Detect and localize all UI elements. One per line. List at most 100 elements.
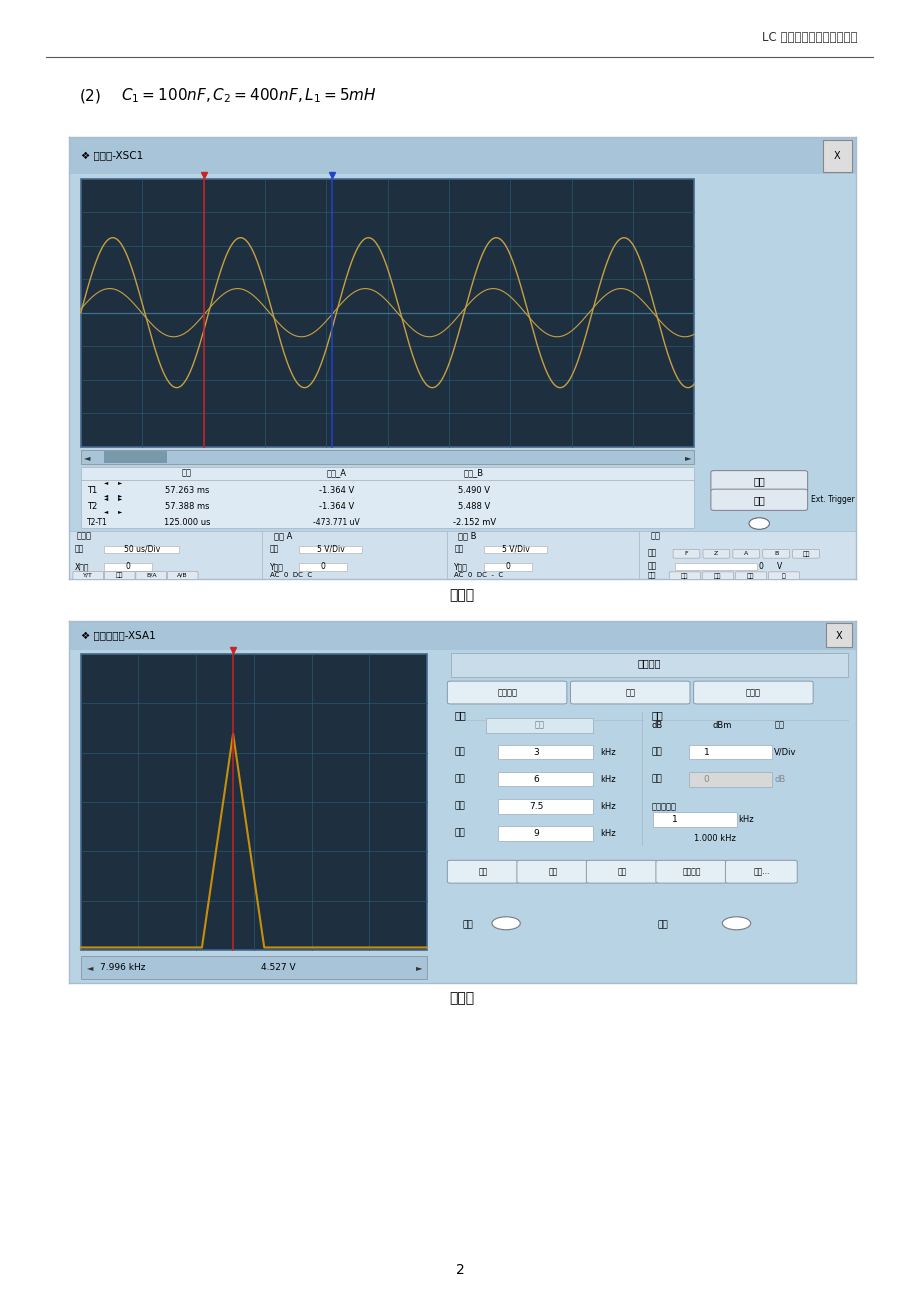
Text: dB: dB	[774, 775, 785, 784]
Text: -1.364 V: -1.364 V	[319, 486, 354, 495]
Bar	[450, 650, 846, 983]
Text: 反向: 反向	[617, 867, 626, 876]
Text: 125.000 us: 125.000 us	[164, 518, 210, 527]
Text: Y/T: Y/T	[84, 573, 93, 578]
Text: 5 V/Div: 5 V/Div	[502, 544, 529, 553]
Bar	[104, 546, 179, 553]
Text: 中间: 中间	[454, 801, 465, 810]
Text: ►: ►	[118, 493, 122, 497]
Bar	[300, 546, 362, 553]
Text: -473.771 uV: -473.771 uV	[312, 518, 359, 527]
Bar	[81, 466, 694, 529]
Text: T2: T2	[87, 501, 97, 510]
Text: 0: 0	[703, 775, 709, 784]
Text: 5 V/Div: 5 V/Div	[317, 544, 345, 553]
Text: 外部: 外部	[801, 551, 809, 556]
FancyBboxPatch shape	[570, 681, 689, 704]
Text: A/B: A/B	[177, 573, 187, 578]
Bar	[104, 452, 167, 464]
Text: 终止: 终止	[454, 828, 465, 837]
Text: ◄: ◄	[104, 509, 108, 514]
Text: 频率分辨率: 频率分辨率	[651, 802, 675, 811]
Text: 1.000 kHz: 1.000 kHz	[693, 835, 735, 844]
Text: 边沿: 边沿	[646, 548, 655, 557]
FancyBboxPatch shape	[693, 681, 812, 704]
Text: A: A	[743, 551, 747, 556]
FancyBboxPatch shape	[673, 549, 699, 559]
Text: 反向: 反向	[753, 477, 765, 486]
Text: ►: ►	[684, 453, 690, 462]
Text: 比例: 比例	[269, 544, 278, 553]
Text: AC  0  DC  -  C: AC 0 DC - C	[454, 572, 503, 578]
Bar	[674, 562, 756, 570]
Bar	[69, 531, 855, 579]
Text: kHz: kHz	[738, 815, 754, 824]
Text: ◄: ◄	[104, 496, 108, 501]
Text: 50 us/Div: 50 us/Div	[123, 544, 160, 553]
FancyBboxPatch shape	[447, 681, 566, 704]
FancyBboxPatch shape	[724, 861, 797, 883]
Text: Y位置: Y位置	[269, 562, 283, 572]
Text: ◄: ◄	[104, 479, 108, 484]
Bar	[497, 772, 593, 786]
Text: 频谱仪: 频谱仪	[449, 992, 474, 1005]
Bar	[81, 178, 694, 447]
Text: X: X	[834, 630, 842, 641]
Text: 停止: 停止	[548, 867, 557, 876]
Text: X: X	[834, 151, 840, 161]
Text: 频率: 频率	[454, 710, 466, 720]
Bar	[497, 827, 593, 841]
Text: 0: 0	[758, 562, 763, 572]
FancyBboxPatch shape	[585, 861, 657, 883]
Text: Ext. Trigger: Ext. Trigger	[810, 495, 854, 504]
Text: 量程设置: 量程设置	[496, 687, 516, 697]
Text: ►: ►	[118, 496, 122, 501]
Bar	[688, 772, 771, 786]
Text: 7.996 kHz: 7.996 kHz	[100, 963, 146, 973]
Text: 正弦: 正弦	[680, 573, 688, 578]
FancyBboxPatch shape	[447, 861, 518, 883]
Text: 设置...: 设置...	[753, 867, 768, 876]
Text: 幅度: 幅度	[651, 710, 662, 720]
Text: ◄: ◄	[87, 963, 94, 973]
Text: 5.488 V: 5.488 V	[458, 501, 490, 510]
Text: 自动: 自动	[746, 573, 754, 578]
Text: 通道 B: 通道 B	[458, 531, 476, 540]
FancyBboxPatch shape	[767, 572, 799, 581]
Text: 触发: 触发	[656, 921, 667, 930]
Circle shape	[721, 917, 750, 930]
Text: dB: dB	[651, 721, 662, 730]
Text: kHz: kHz	[599, 829, 615, 838]
Text: X位置: X位置	[74, 562, 89, 572]
Circle shape	[492, 917, 520, 930]
Bar	[483, 564, 531, 570]
Text: -2.152 mV: -2.152 mV	[452, 518, 495, 527]
Text: 无: 无	[781, 573, 785, 578]
Text: 4.527 V: 4.527 V	[260, 963, 295, 973]
Text: 通道_A: 通道_A	[326, 469, 346, 478]
Text: 输入: 输入	[461, 921, 472, 930]
Text: 加载: 加载	[116, 573, 123, 578]
Text: 满量程: 满量程	[745, 687, 760, 697]
Bar	[104, 564, 152, 570]
FancyBboxPatch shape	[167, 572, 198, 579]
Text: 57.388 ms: 57.388 ms	[165, 501, 209, 510]
Text: 时间轴: 时间轴	[77, 531, 92, 540]
Text: 5.490 V: 5.490 V	[458, 486, 490, 495]
FancyBboxPatch shape	[136, 572, 166, 579]
Text: 触发: 触发	[651, 531, 661, 540]
Circle shape	[748, 518, 768, 530]
Text: 量程控制: 量程控制	[637, 659, 660, 669]
Text: 保存: 保存	[753, 495, 765, 505]
Bar	[81, 956, 426, 979]
FancyBboxPatch shape	[668, 572, 700, 581]
Bar	[497, 799, 593, 814]
Text: ◄: ◄	[104, 493, 108, 497]
Text: 57.263 ms: 57.263 ms	[165, 486, 209, 495]
Text: $(2)$: $(2)$	[79, 86, 101, 104]
Text: B/A: B/A	[146, 573, 156, 578]
Text: 通道_B: 通道_B	[463, 469, 483, 478]
Text: kHz: kHz	[599, 747, 615, 756]
Bar	[497, 745, 593, 759]
Text: Y位置: Y位置	[454, 562, 468, 572]
